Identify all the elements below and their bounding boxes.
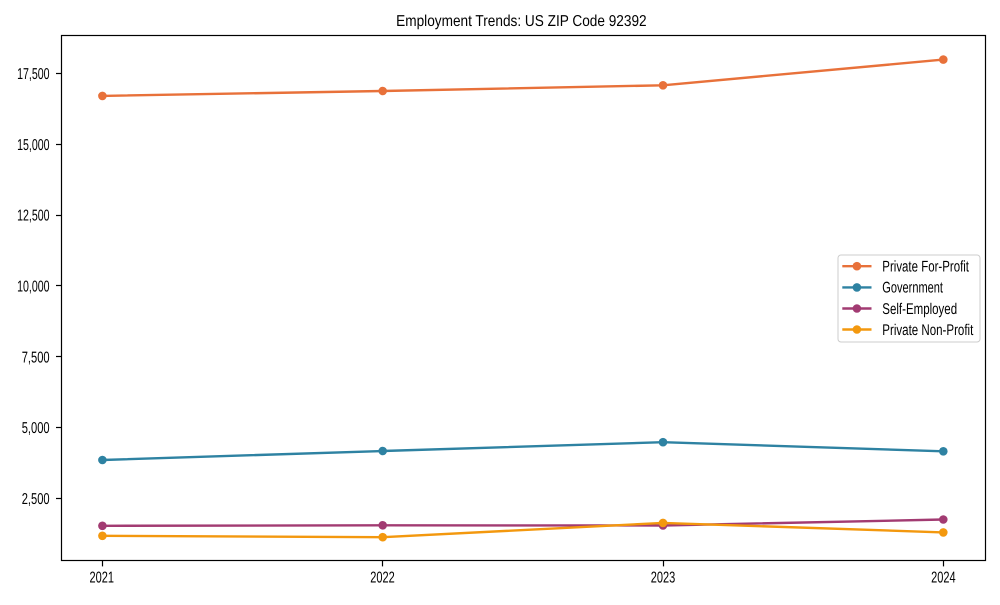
svg-text:Employment Trends: US ZIP Code: Employment Trends: US ZIP Code 92392 (396, 13, 647, 30)
svg-text:12,500: 12,500 (17, 208, 50, 225)
svg-text:2,500: 2,500 (22, 491, 50, 508)
svg-text:Private For-Profit: Private For-Profit (882, 259, 969, 276)
svg-text:7,500: 7,500 (22, 349, 50, 366)
svg-text:2021: 2021 (90, 569, 115, 586)
svg-text:10,000: 10,000 (17, 279, 50, 296)
svg-text:5,000: 5,000 (22, 420, 50, 437)
svg-text:2023: 2023 (651, 569, 676, 586)
svg-text:2024: 2024 (931, 569, 956, 586)
svg-text:Private Non-Profit: Private Non-Profit (882, 322, 974, 339)
svg-text:17,500: 17,500 (17, 66, 50, 83)
svg-text:2022: 2022 (370, 569, 395, 586)
svg-text:Self-Employed: Self-Employed (882, 301, 957, 318)
svg-text:Government: Government (882, 280, 943, 297)
svg-text:15,000: 15,000 (17, 137, 50, 154)
